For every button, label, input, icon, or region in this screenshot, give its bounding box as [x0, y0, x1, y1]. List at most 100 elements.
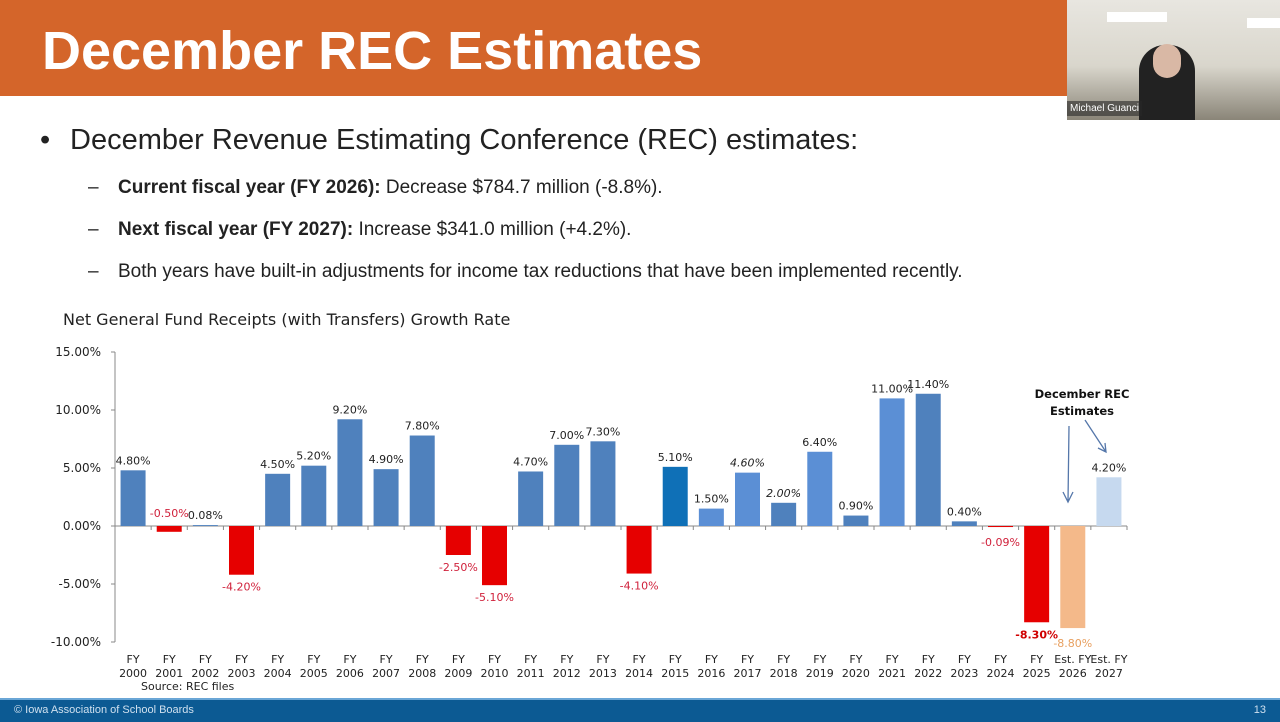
y-tick-label: 0.00%	[63, 519, 101, 533]
data-label: -0.09%	[981, 536, 1020, 549]
y-tick-label: -10.00%	[51, 635, 101, 649]
data-label: 4.70%	[513, 455, 548, 468]
x-tick-label: 2020	[842, 667, 870, 680]
data-label: 7.00%	[549, 429, 584, 442]
title-bar: December REC Estimates	[0, 0, 1067, 96]
x-tick-label: FY	[1030, 653, 1043, 666]
sub-bullet-text: Increase $341.0 million (+4.2%).	[353, 219, 632, 240]
x-tick-label: FY	[524, 653, 537, 666]
bar	[518, 471, 544, 526]
data-label: 4.20%	[1091, 461, 1126, 474]
data-label: 1.50%	[694, 493, 729, 506]
x-tick-label: 2012	[553, 667, 581, 680]
x-tick-label: 2001	[155, 667, 183, 680]
bullet-dot: •	[40, 124, 51, 156]
bar	[698, 508, 724, 526]
x-tick-label: FY	[777, 653, 790, 666]
bar	[229, 526, 254, 575]
data-label: 9.20%	[332, 403, 367, 416]
data-label: 4.50%	[260, 458, 295, 471]
data-label: 0.90%	[838, 500, 873, 513]
x-tick-label: FY	[416, 653, 429, 666]
bar	[1024, 526, 1050, 623]
arrow-icon	[1084, 419, 1107, 454]
sub-bullet-text: Both years have built-in adjustments for…	[118, 261, 963, 282]
arrow-icon	[1062, 425, 1074, 504]
bar	[735, 472, 760, 526]
ceiling-light	[1107, 12, 1167, 22]
bar	[445, 526, 471, 555]
bar	[409, 435, 435, 526]
sub-bullet: – Both years have built-in adjustments fo…	[88, 261, 963, 282]
bar	[120, 470, 146, 526]
y-tick-label: 10.00%	[55, 403, 101, 417]
x-tick-label: 2015	[661, 667, 689, 680]
data-label: 11.00%	[871, 382, 913, 395]
chart-title: Net General Fund Receipts (with Transfer…	[63, 310, 511, 329]
x-tick-label: 2011	[517, 667, 545, 680]
bar	[554, 444, 580, 526]
data-label: -4.20%	[222, 581, 261, 594]
data-label: -0.50%	[150, 507, 189, 520]
x-tick-label: 2006	[336, 667, 364, 680]
x-tick-label: 2013	[589, 667, 617, 680]
sub-bullet-bold: Current fiscal year (FY 2026):	[118, 177, 381, 198]
y-tick-label: 15.00%	[55, 345, 101, 359]
data-label: -2.50%	[439, 561, 478, 574]
annotation-text: December REC	[1035, 387, 1130, 401]
bar	[915, 393, 941, 526]
bar	[662, 466, 688, 526]
x-tick-label: FY	[307, 653, 320, 666]
x-tick-label: 2005	[300, 667, 328, 680]
x-tick-label: Est. FY	[1090, 653, 1127, 666]
data-label: 0.08%	[188, 509, 223, 522]
x-tick-label: FY	[922, 653, 935, 666]
bar	[951, 521, 977, 526]
x-tick-label: FY	[994, 653, 1007, 666]
bar	[988, 526, 1013, 528]
x-tick-label: FY	[560, 653, 573, 666]
x-tick-label: 2024	[987, 667, 1015, 680]
x-tick-label: 2019	[806, 667, 834, 680]
data-label: 4.80%	[116, 454, 151, 467]
x-tick-label: FY	[741, 653, 754, 666]
x-tick-label: FY	[488, 653, 501, 666]
data-label: 6.40%	[802, 436, 837, 449]
data-label: 5.10%	[658, 451, 693, 464]
x-tick-label: FY	[271, 653, 284, 666]
data-label: 4.60%	[730, 457, 765, 470]
x-tick-label: 2021	[878, 667, 906, 680]
x-tick-label: FY	[127, 653, 140, 666]
x-tick-label: 2003	[228, 667, 256, 680]
x-tick-label: 2009	[444, 667, 472, 680]
x-tick-label: FY	[849, 653, 862, 666]
footer: © Iowa Association of School Boards 13	[0, 698, 1280, 722]
x-tick-label: 2004	[264, 667, 292, 680]
data-label: -4.10%	[620, 580, 659, 593]
main-bullet-text: December Revenue Estimating Conference (…	[70, 124, 859, 156]
x-tick-label: FY	[163, 653, 176, 666]
sub-bullet-text: Decrease $784.7 million (-8.8%).	[380, 177, 663, 198]
x-tick-label: 2022	[914, 667, 942, 680]
bar	[301, 465, 327, 526]
x-tick-label: FY	[633, 653, 646, 666]
bar	[879, 398, 905, 526]
x-tick-label: 2027	[1095, 667, 1123, 680]
bar	[192, 525, 218, 526]
x-tick-label: 2026	[1059, 667, 1087, 680]
y-tick-label: 5.00%	[63, 461, 101, 475]
data-label: -5.10%	[475, 591, 514, 604]
x-tick-label: FY	[813, 653, 826, 666]
bar	[1060, 526, 1086, 629]
x-tick-label: FY	[669, 653, 682, 666]
bar	[1096, 477, 1122, 526]
sub-bullet: – Next fiscal year (FY 2027): Increase $3…	[88, 219, 632, 240]
data-label: 11.40%	[907, 378, 949, 391]
footer-copyright: © Iowa Association of School Boards	[14, 704, 194, 716]
participant-video: Michael Guanci	[1067, 0, 1280, 120]
main-bullet: • December Revenue Estimating Conference …	[40, 124, 858, 157]
page-number: 13	[1253, 704, 1266, 716]
bar	[156, 526, 182, 532]
data-label: 7.30%	[585, 425, 620, 438]
